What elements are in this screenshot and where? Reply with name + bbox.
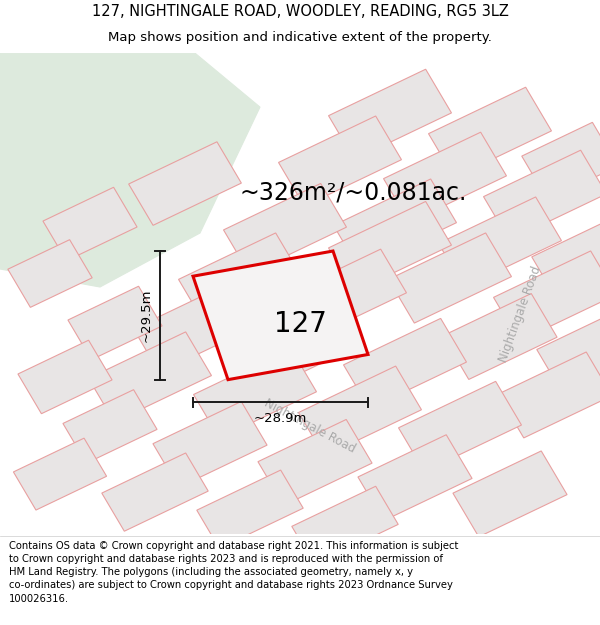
Polygon shape [292,486,398,564]
Polygon shape [43,188,137,261]
Polygon shape [239,301,361,391]
Polygon shape [89,332,211,422]
Polygon shape [358,435,472,521]
Polygon shape [453,451,567,537]
Text: ~29.5m: ~29.5m [139,289,152,342]
Polygon shape [68,286,162,360]
Text: 127, NIGHTINGALE ROAD, WOODLEY, READING, RG5 3LZ: 127, NIGHTINGALE ROAD, WOODLEY, READING,… [92,4,508,19]
Polygon shape [537,316,600,393]
Polygon shape [398,381,521,471]
Polygon shape [278,116,401,206]
Polygon shape [284,249,406,339]
Polygon shape [428,88,551,178]
Polygon shape [439,197,562,287]
Polygon shape [0,53,260,287]
Polygon shape [258,419,372,506]
Polygon shape [484,150,600,241]
Polygon shape [13,438,107,510]
Polygon shape [494,251,600,341]
Polygon shape [329,69,451,159]
Polygon shape [299,366,421,456]
Polygon shape [329,201,451,292]
Polygon shape [389,233,511,323]
Polygon shape [498,352,600,438]
Polygon shape [334,179,457,269]
Text: Map shows position and indicative extent of the property.: Map shows position and indicative extent… [108,31,492,44]
Polygon shape [443,294,557,379]
Polygon shape [63,389,157,463]
Text: Nightingale Road: Nightingale Road [497,264,544,364]
Polygon shape [102,453,208,531]
Polygon shape [194,348,316,438]
Polygon shape [344,318,466,409]
Polygon shape [383,132,506,222]
Polygon shape [532,223,600,301]
Polygon shape [8,239,92,308]
Polygon shape [197,470,303,548]
Text: Nightingale Road: Nightingale Road [262,397,358,456]
Text: ~326m²/~0.081ac.: ~326m²/~0.081ac. [240,181,467,204]
Polygon shape [179,233,301,323]
Polygon shape [128,142,241,226]
Polygon shape [224,184,346,274]
Polygon shape [134,282,256,372]
Polygon shape [193,251,368,379]
Text: ~28.9m: ~28.9m [254,412,307,425]
Polygon shape [18,340,112,414]
Text: 127: 127 [274,311,327,338]
Polygon shape [522,122,600,200]
Text: Contains OS data © Crown copyright and database right 2021. This information is : Contains OS data © Crown copyright and d… [9,541,458,604]
Polygon shape [153,401,267,488]
